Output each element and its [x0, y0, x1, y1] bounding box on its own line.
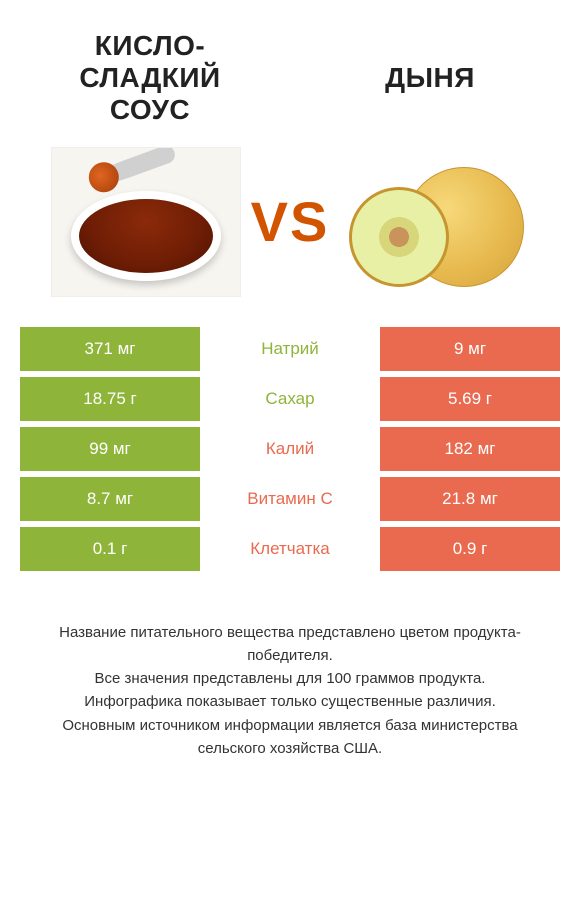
product-right-title: ДЫНЯ — [330, 62, 530, 94]
product-left-image — [51, 147, 241, 297]
left-value: 371 мг — [20, 327, 200, 371]
titles-row: КИСЛО-СЛАДКИЙ СОУС ДЫНЯ — [20, 30, 560, 127]
vs-label: VS — [251, 189, 330, 254]
right-value: 21.8 мг — [380, 477, 560, 521]
infographic-page: КИСЛО-СЛАДКИЙ СОУС ДЫНЯ VS 371 мгНатрий9… — [0, 0, 580, 904]
product-right-image — [339, 147, 529, 297]
left-value: 18.75 г — [20, 377, 200, 421]
product-left-title: КИСЛО-СЛАДКИЙ СОУС — [50, 30, 250, 127]
left-value: 8.7 мг — [20, 477, 200, 521]
left-value: 0.1 г — [20, 527, 200, 571]
nutrient-label: Калий — [200, 427, 380, 471]
nutrient-label: Клетчатка — [200, 527, 380, 571]
footer-line: Название питательного вещества представл… — [30, 621, 550, 668]
nutrient-label: Витамин C — [200, 477, 380, 521]
right-value: 9 мг — [380, 327, 560, 371]
nutrient-label: Сахар — [200, 377, 380, 421]
footer-line: Основным источником информации является … — [30, 714, 550, 761]
footer-notes: Название питательного вещества представл… — [20, 621, 560, 761]
table-row: 18.75 гСахар5.69 г — [20, 377, 560, 421]
footer-line: Все значения представлены для 100 граммо… — [30, 667, 550, 690]
table-row: 371 мгНатрий9 мг — [20, 327, 560, 371]
spoon-icon — [86, 147, 177, 191]
right-value: 182 мг — [380, 427, 560, 471]
right-value: 5.69 г — [380, 377, 560, 421]
table-row: 8.7 мгВитамин C21.8 мг — [20, 477, 560, 521]
table-row: 99 мгКалий182 мг — [20, 427, 560, 471]
right-value: 0.9 г — [380, 527, 560, 571]
nutrient-label: Натрий — [200, 327, 380, 371]
images-row: VS — [20, 147, 560, 297]
nutrition-table: 371 мгНатрий9 мг18.75 гСахар5.69 г99 мгК… — [20, 327, 560, 571]
melon-half-icon — [349, 187, 449, 287]
footer-line: Инфографика показывает только существенн… — [30, 690, 550, 713]
table-row: 0.1 гКлетчатка0.9 г — [20, 527, 560, 571]
sauce-bowl-icon — [71, 191, 221, 281]
left-value: 99 мг — [20, 427, 200, 471]
